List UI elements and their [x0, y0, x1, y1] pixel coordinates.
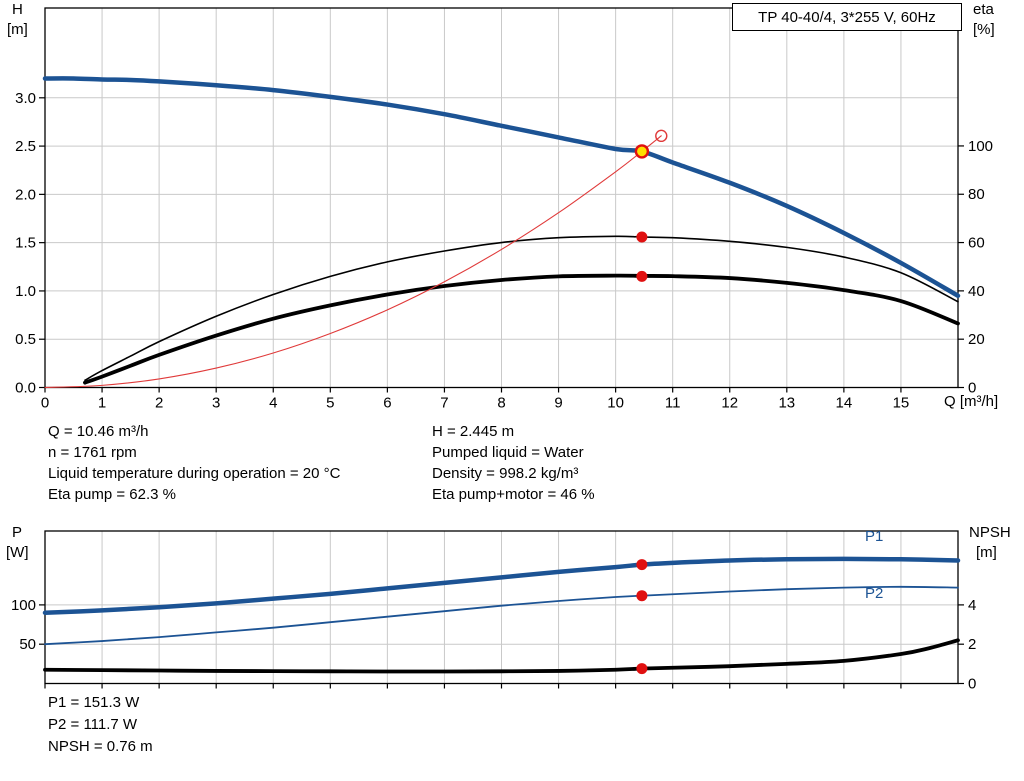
system-curve	[44, 135, 662, 389]
system-curve-end-circle	[655, 129, 668, 143]
info-density: Density = 998.2 kg/m³	[432, 465, 579, 482]
power-axis-unit: [W]	[6, 544, 29, 561]
head-curve	[42, 76, 961, 299]
x-tick-label: 7	[440, 395, 448, 412]
p2-series-label: P2	[865, 585, 884, 602]
operating-data-right: H = 2.445 m Pumped liquid = Water Densit…	[432, 421, 595, 505]
x-tick-label: 5	[326, 395, 334, 412]
y-right-tick-label: 0	[968, 380, 976, 397]
y-left-tick-label: 0.0	[15, 380, 36, 397]
eta-axis-label: eta	[973, 1, 994, 18]
info-flow: Q = 10.46 m³/h	[48, 423, 149, 440]
head-axis-label: H	[12, 1, 23, 18]
result-p2: P2 = 111.7 W	[48, 716, 138, 733]
y-right-tick-label: 40	[968, 283, 985, 300]
y-right-tick-label: 80	[968, 186, 985, 203]
npsh-axis-label: NPSH	[969, 524, 1011, 541]
power-npsh-chart: 50 100 0 2 4	[11, 530, 976, 693]
qh-efficiency-chart: 0 1 2 3 4 5 6 7 8 9 10 11 12 13 14 150.00.51.01.52.02.5…	[15, 7, 993, 412]
x-tick-label: 13	[778, 395, 795, 412]
result-panel: P1 = 151.3 W P2 = 111.7 W NPSH = 0.76 m	[48, 692, 153, 758]
npsh-curve	[43, 638, 960, 674]
y-left-tick-label: 1.0	[15, 283, 36, 300]
y-right-tick-label: 20	[968, 331, 985, 348]
x-tick-label: 11	[665, 395, 681, 412]
x-tick-label: 6	[383, 395, 391, 412]
eta-pump-point	[636, 231, 648, 243]
y-left-tick-label: 3.0	[15, 90, 36, 107]
x-tick-label: 12	[721, 395, 738, 412]
x-tick-label: 10	[607, 395, 624, 412]
p2-curve	[44, 585, 959, 646]
result-p1: P1 = 151.3 W	[48, 694, 140, 711]
duty-point	[634, 144, 650, 159]
x-tick-label: 15	[893, 395, 910, 412]
x-tick-label: 8	[497, 395, 505, 412]
x-tick-label: 1	[98, 395, 106, 412]
result-npsh: NPSH = 0.76 m	[48, 738, 153, 755]
y-left-tick-label: 2.5	[15, 138, 36, 155]
y-left-tick-label: 2.0	[15, 186, 36, 203]
y-right-tick-label: 100	[968, 138, 993, 155]
x-tick-label: 0	[41, 395, 49, 412]
npsh-axis-unit: [m]	[976, 544, 997, 561]
x-tick-label: 4	[269, 395, 277, 412]
info-speed: n = 1761 rpm	[48, 444, 137, 461]
y-right-tick-label: 4	[968, 597, 976, 614]
eta-pump-curve	[84, 235, 959, 382]
eta-pump-motor-point	[636, 270, 648, 282]
x-tick-label: 2	[155, 395, 163, 412]
info-liquid: Pumped liquid = Water	[432, 444, 584, 461]
x-tick-label: 14	[836, 395, 853, 412]
y-right-tick-label: 2	[968, 636, 976, 653]
info-eta-pump-motor: Eta pump+motor = 46 %	[432, 486, 595, 503]
y-left-tick-label: 50	[19, 636, 36, 653]
y-left-tick-label: 100	[11, 597, 36, 614]
p1-series-label: P1	[865, 528, 884, 545]
info-head: H = 2.445 m	[432, 423, 515, 440]
p2-point	[636, 590, 648, 602]
y-right-tick-label: 60	[968, 235, 985, 252]
eta-axis-unit: [%]	[973, 21, 995, 38]
x-tick-label: 3	[212, 395, 220, 412]
y-left-tick-label: 0.5	[15, 331, 36, 348]
info-temperature: Liquid temperature during operation = 20…	[48, 465, 341, 482]
flow-axis-label: Q [m³/h]	[944, 393, 999, 410]
eta-pump-motor-curve	[83, 273, 960, 385]
power-axis-label: P	[12, 524, 23, 541]
x-tick-label: 9	[554, 395, 562, 412]
pump-model-title: TP 40-40/4, 3*255 V, 60Hz	[732, 3, 962, 31]
p1-curve	[42, 556, 961, 616]
head-axis-unit: [m]	[7, 21, 28, 38]
y-right-tick-label: 0	[968, 676, 976, 693]
info-eta-pump: Eta pump = 62.3 %	[48, 486, 176, 503]
operating-data-left: Q = 10.46 m³/h n = 1761 rpm Liquid tempe…	[48, 421, 340, 505]
y-left-tick-label: 1.5	[15, 235, 36, 252]
npsh-point	[636, 663, 648, 675]
p1-point	[636, 559, 648, 571]
